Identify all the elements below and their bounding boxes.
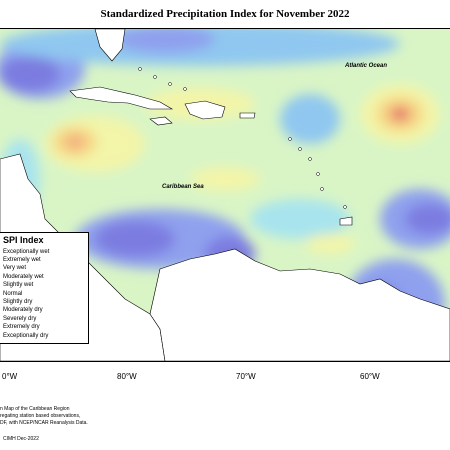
note-line: n Map of the Caribbean Region xyxy=(0,406,70,412)
legend-item: Normal xyxy=(3,291,23,297)
legend-item: Severely dry xyxy=(3,316,37,322)
wet-area-central xyxy=(280,94,340,144)
wet-core-nw xyxy=(0,56,60,92)
map-title: Standardized Precipitation Index for Nov… xyxy=(100,8,350,20)
legend-item: Extremely dry xyxy=(3,324,40,330)
legend-item: Moderately wet xyxy=(3,274,44,280)
slightly-wet-south xyxy=(250,199,350,239)
legend-item: Exceptionally wet xyxy=(3,249,50,255)
spi-legend: SPI Index Exceptionally wet Extremely we… xyxy=(0,232,89,344)
wet-area-bahamas xyxy=(115,29,215,53)
south-america-land xyxy=(149,248,450,361)
dry-area-venezuela xyxy=(305,234,355,254)
dry-area-central-caribbean xyxy=(190,167,260,191)
dry-peak-atlantic xyxy=(390,107,410,121)
legend-item: Very wet xyxy=(3,265,27,271)
wet-core-sw-caribbean xyxy=(95,221,175,257)
longitude-label-70w: 70°W xyxy=(236,372,256,381)
florida-land xyxy=(94,29,126,62)
lesser-antilles-land xyxy=(339,216,353,226)
legend-item: Extremely wet xyxy=(3,257,41,263)
longitude-label-0: 0°W xyxy=(2,372,18,381)
hispaniola-land xyxy=(184,100,226,120)
dry-peak-yucatan xyxy=(66,135,84,149)
spi-map xyxy=(0,28,450,362)
credit-line: CIMH Dec-2022 xyxy=(3,436,39,442)
puerto-rico-land xyxy=(239,112,256,119)
legend-item: Slightly wet xyxy=(3,282,34,288)
caribbean-sea-label: Caribbean Sea xyxy=(162,184,204,190)
note-line: regating station based observations, xyxy=(0,413,81,419)
cuba-land xyxy=(69,86,174,110)
legend-item: Exceptionally dry xyxy=(3,333,49,339)
wet-core-east xyxy=(405,204,450,234)
note-line: DF, with NCEP/NCAR Reanalysis Data. xyxy=(0,420,88,426)
small-islands xyxy=(138,67,347,209)
jamaica-land xyxy=(149,116,173,126)
legend-item: Slightly dry xyxy=(3,299,33,305)
longitude-label-60w: 60°W xyxy=(360,372,380,381)
spi-map-canvas xyxy=(0,29,450,361)
longitude-label-80w: 80°W xyxy=(117,372,137,381)
atlantic-ocean-label: Atlantic Ocean xyxy=(345,63,388,69)
legend-item: Moderately dry xyxy=(3,307,43,313)
legend-title: SPI Index xyxy=(3,235,44,245)
